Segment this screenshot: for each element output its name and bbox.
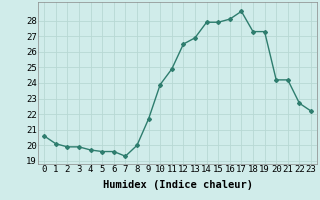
X-axis label: Humidex (Indice chaleur): Humidex (Indice chaleur) [103,180,252,190]
